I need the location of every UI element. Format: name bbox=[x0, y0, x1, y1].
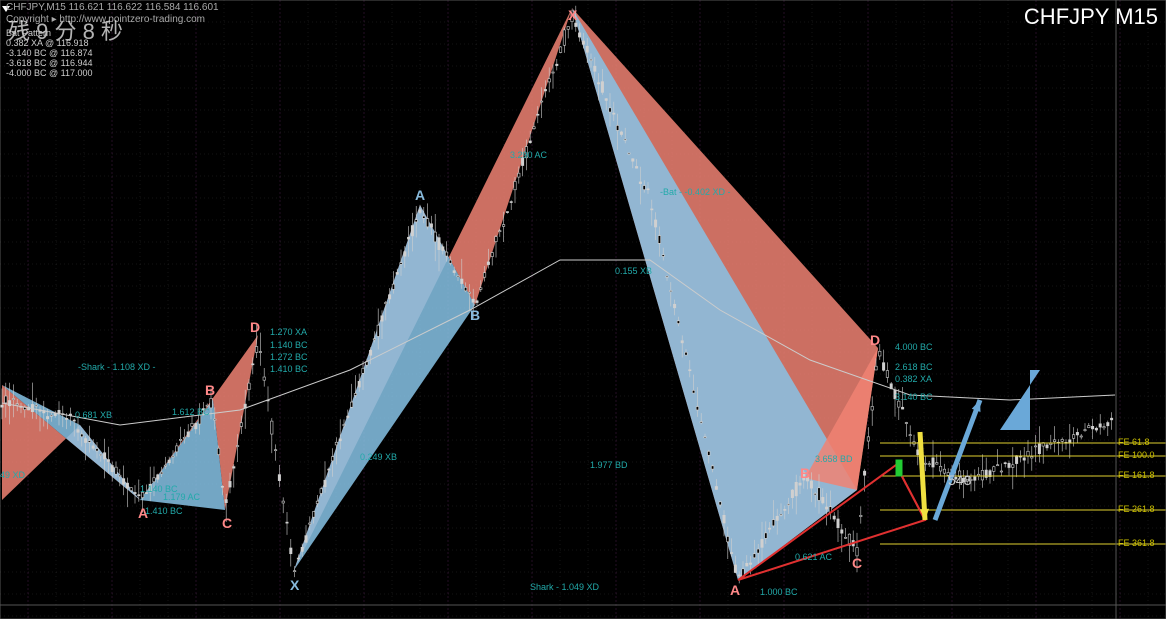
pattern-point-label: X bbox=[290, 577, 300, 593]
ratio-label: 1.977 BD bbox=[590, 460, 628, 470]
chart-title: CHFJPY M15 bbox=[1024, 4, 1158, 30]
info-line: -3.618 BC @ 116.944 bbox=[6, 58, 93, 68]
arrow-head bbox=[972, 400, 981, 412]
ratio-label: -Shark - 1.108 XD - bbox=[78, 362, 156, 372]
ratio-label: 0.681 XB bbox=[75, 410, 112, 420]
fib-level-label: FE 361.8 bbox=[1118, 538, 1155, 548]
chart-svg[interactable]: ABCDXABXABCD-Shark - 1.108 XD -0.681 XB4… bbox=[0, 0, 1166, 619]
ratio-label: 1.140 BC bbox=[140, 484, 178, 494]
ratio-label: 0.382 XA bbox=[895, 374, 932, 384]
grid bbox=[0, 0, 1166, 619]
info-line: -4.000 BC @ 117.000 bbox=[6, 68, 93, 78]
pattern-point-label: B bbox=[205, 382, 215, 398]
arrow-line bbox=[920, 432, 925, 520]
ratio-label: 49 XD bbox=[0, 470, 26, 480]
price-marker bbox=[896, 460, 902, 476]
ratio-label: 3.140 BC bbox=[895, 392, 933, 402]
harmonic-patterns bbox=[2, 8, 878, 580]
ratio-label: 0.155 XB bbox=[615, 266, 652, 276]
arrow-line bbox=[935, 400, 980, 520]
ratio-label: 1.000 BC bbox=[760, 587, 798, 597]
pattern-poly bbox=[294, 205, 475, 570]
info-line: -3.140 BC @ 116.874 bbox=[6, 48, 93, 58]
ratio-label: 0.249 XB bbox=[360, 452, 397, 462]
info-line: Bat Pattern bbox=[6, 28, 51, 38]
fib-level-label: FE 261.8 bbox=[1118, 504, 1155, 514]
pattern-point-label: X bbox=[568, 7, 578, 23]
fib-level-label: FE 161.8 bbox=[1118, 470, 1155, 480]
fib-level-label: FE 61.8 bbox=[1118, 437, 1150, 447]
ratio-label: 1.410 BC bbox=[145, 506, 183, 516]
ratio-label: 3.290 AC bbox=[510, 150, 548, 160]
moving-average bbox=[2, 260, 1115, 425]
chart-container: ABCDXABXABCD-Shark - 1.108 XD -0.681 XB4… bbox=[0, 0, 1166, 619]
ratio-label: 1.612 BC bbox=[172, 407, 210, 417]
ratio-label: 1.270 XA bbox=[270, 327, 307, 337]
pattern-point-label: B bbox=[470, 307, 480, 323]
ratio-label: 1.410 BC bbox=[270, 364, 308, 374]
pattern-point-label: D bbox=[870, 332, 880, 348]
ratio-label: 2.618 BC bbox=[895, 362, 933, 372]
ratio-label: Shark - 1.049 XD bbox=[530, 582, 600, 592]
pattern-point-label: A bbox=[415, 187, 425, 203]
pattern-point-label: B bbox=[800, 465, 810, 481]
ratio-label: 4.000 BC bbox=[895, 342, 933, 352]
ratio-label: 1.272 BC bbox=[270, 352, 308, 362]
pattern-point-label: C bbox=[222, 515, 232, 531]
ratio-label: 0.621 AC bbox=[795, 552, 833, 562]
pattern-point-label: A bbox=[730, 582, 740, 598]
fib-level-label: FE 100.0 bbox=[1118, 450, 1155, 460]
bar-count: 548 bbox=[948, 472, 971, 488]
chart-border bbox=[0, 0, 1166, 619]
info-line: 0.382 XA @ 116.918 bbox=[6, 38, 89, 48]
ratio-label: -Bat - -0.402 XD - bbox=[660, 187, 731, 197]
pattern-point-label: D bbox=[250, 319, 260, 335]
pattern-point-label: C bbox=[852, 555, 862, 571]
symbol-header: CHFJPY,M15 116.621 116.622 116.584 116.6… bbox=[6, 2, 219, 13]
ratio-label: 3.658 BD bbox=[815, 454, 853, 464]
ratio-label: 1.140 BC bbox=[270, 340, 308, 350]
